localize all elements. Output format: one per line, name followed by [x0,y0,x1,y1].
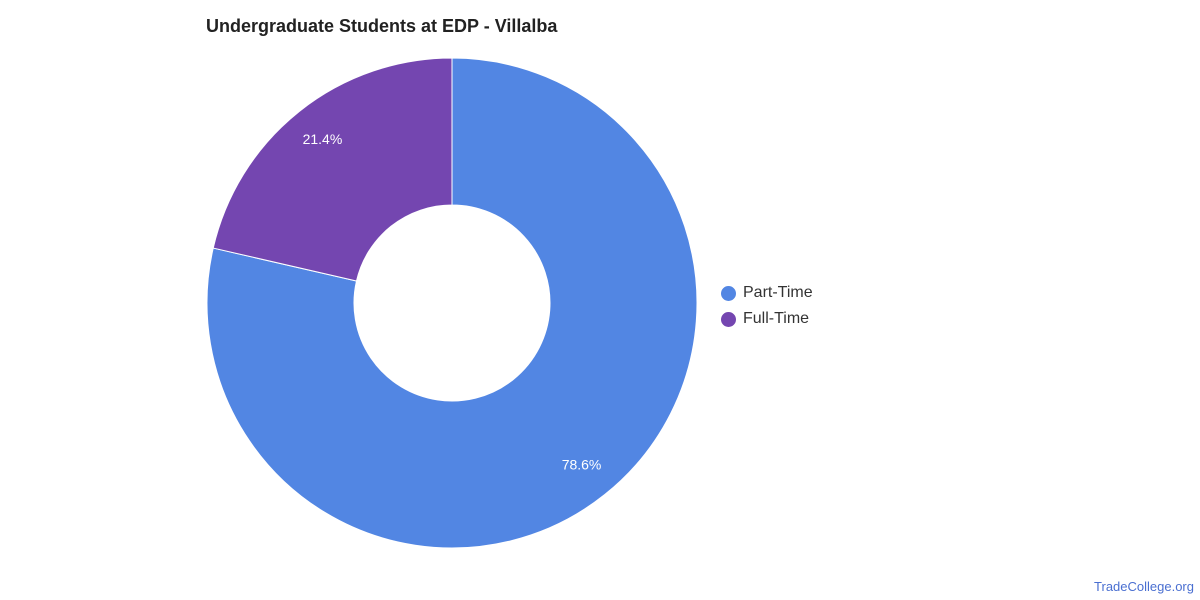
slice-label-part-time: 78.6% [562,456,602,472]
legend: Part-Time Full-Time [721,280,813,332]
chart-title: Undergraduate Students at EDP - Villalba [206,16,558,36]
legend-label-part-time: Part-Time [743,284,813,301]
slice-label-full-time: 21.4% [303,131,343,147]
slice-part-time[interactable] [206,57,698,549]
slice-full-time[interactable] [212,57,453,282]
slice-labels-group: 78.6% 21.4% [303,131,602,472]
legend-swatch-part-time [721,285,736,301]
legend-swatch-full-time [721,311,736,327]
legend-item-part-time[interactable]: Part-Time [721,280,813,306]
legend-item-full-time[interactable]: Full-Time [721,306,813,332]
source-link[interactable]: TradeCollege.org [1094,579,1194,594]
legend-label-full-time: Full-Time [743,310,810,327]
slices-group [206,57,698,549]
